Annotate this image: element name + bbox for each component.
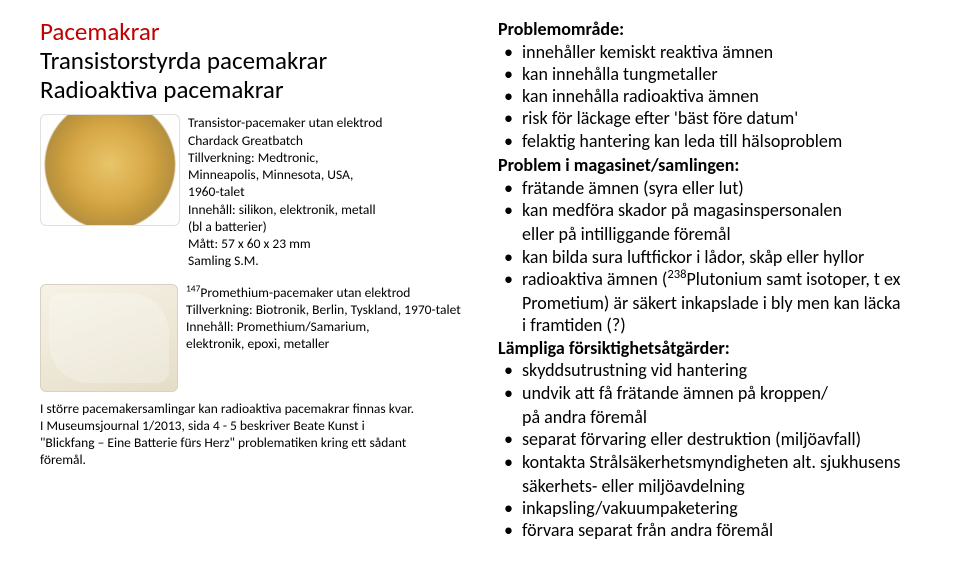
list-item: risk för läckage efter 'bäst före datum' [498, 107, 932, 129]
desc-line: Minneapolis, Minnesota, USA, [188, 166, 383, 183]
bullet-list-1: innehåller kemiskt reaktiva ämnen kan in… [498, 41, 932, 153]
list-item-cont: säkerhets- eller miljöavdelning [498, 475, 932, 497]
list-item-cont: på andra föremål [498, 406, 932, 428]
foot-line: "Blickfang – Eine Batterie fürs Herz" pr… [40, 434, 480, 451]
desc-line: Innehåll: silikon, elektronik, metall [188, 201, 383, 218]
item-1-row: Transistor-pacemaker utan elektrod Chard… [40, 114, 480, 269]
list-item: innehåller kemiskt reaktiva ämnen [498, 41, 932, 63]
isotope-sup: 147 [186, 282, 200, 294]
bullet-list-3c: inkapsling/vakuumpaketering förvara sepa… [498, 497, 932, 542]
bullet-list-2: frätande ämnen (syra eller lut) kan medf… [498, 177, 932, 222]
subtitle-2: Radioaktiva pacemakrar [40, 76, 480, 105]
list-item-cont: eller på intilliggande föremål [498, 223, 932, 245]
list-item: radioaktiva ämnen (238Plutonium samt iso… [498, 268, 932, 290]
list-item-cont: Prometium) är säkert inkapslade i bly me… [498, 292, 932, 314]
desc-line: elektronik, epoxi, metaller [186, 335, 461, 352]
footnote: I större pacemakersamlingar kan radioakt… [40, 400, 480, 469]
item-2-desc: 147Promethium-pacemaker utan elektrod Ti… [186, 284, 461, 353]
bullet-list-3: skyddsutrustning vid hantering undvik at… [498, 359, 932, 404]
desc-line: Innehåll: Promethium/Samarium, [186, 318, 461, 335]
foot-line: föremål. [40, 451, 480, 468]
right-column: Problemområde: innehåller kemiskt reakti… [498, 18, 932, 551]
desc-line: 1960-talet [188, 183, 383, 200]
heading-problem-area: Problemområde: [498, 18, 932, 41]
main-title: Pacemakrar [40, 18, 480, 47]
list-item: kontakta Strålsäkerhetsmyndigheten alt. … [498, 451, 932, 473]
list-item: skyddsutrustning vid hantering [498, 359, 932, 381]
bullet-text: Plutonium samt isotoper, t ex [686, 268, 900, 290]
isotope-sup: 238 [667, 267, 686, 282]
foot-line: I Museumsjournal 1/2013, sida 4 - 5 besk… [40, 417, 480, 434]
list-item: kan innehålla tungmetaller [498, 63, 932, 85]
pacemaker-photo-1 [40, 114, 180, 226]
subtitle-1: Transistorstyrda pacemakrar [40, 47, 480, 76]
list-item: kan medföra skador på magasinspersonalen [498, 199, 932, 221]
list-item-cont: i framtiden (?) [498, 314, 932, 336]
desc-line: Samling S.M. [188, 252, 383, 269]
bullet-text: radioaktiva ämnen ( [522, 268, 667, 290]
desc-line: Transistor-pacemaker utan elektrod [188, 114, 383, 131]
list-item: felaktig hantering kan leda till hälsopr… [498, 130, 932, 152]
desc-line: (bl a batterier) [188, 218, 383, 235]
list-item: undvik att få frätande ämnen på kroppen/ [498, 382, 932, 404]
desc-text: Promethium-pacemaker utan elektrod [200, 284, 410, 301]
item-1-desc: Transistor-pacemaker utan elektrod Chard… [188, 114, 383, 269]
pacemaker-photo-2 [40, 284, 178, 392]
desc-line: 147Promethium-pacemaker utan elektrod [186, 284, 461, 301]
desc-line: Tillverkning: Biotronik, Berlin, Tysklan… [186, 301, 461, 318]
item-2-row: 147Promethium-pacemaker utan elektrod Ti… [40, 284, 480, 392]
left-column: Pacemakrar Transistorstyrda pacemakrar R… [40, 18, 480, 551]
desc-line: Chardack Greatbatch [188, 132, 383, 149]
foot-line: I större pacemakersamlingar kan radioakt… [40, 400, 480, 417]
desc-line: Mått: 57 x 60 x 23 mm [188, 235, 383, 252]
list-item: frätande ämnen (syra eller lut) [498, 177, 932, 199]
list-item: förvara separat från andra föremål [498, 519, 932, 541]
heading-problem-storage: Problem i magasinet/samlingen: [498, 154, 932, 177]
list-item: kan bilda sura luftfickor i lådor, skåp … [498, 246, 932, 268]
list-item: kan innehålla radioaktiva ämnen [498, 85, 932, 107]
list-item: separat förvaring eller destruktion (mil… [498, 428, 932, 450]
bullet-list-3b: separat förvaring eller destruktion (mil… [498, 428, 932, 473]
list-item: inkapsling/vakuumpaketering [498, 497, 932, 519]
desc-line: Tillverkning: Medtronic, [188, 149, 383, 166]
bullet-list-2b: kan bilda sura luftfickor i lådor, skåp … [498, 246, 932, 291]
heading-precautions: Lämpliga försiktighetsåtgärder: [498, 337, 932, 360]
